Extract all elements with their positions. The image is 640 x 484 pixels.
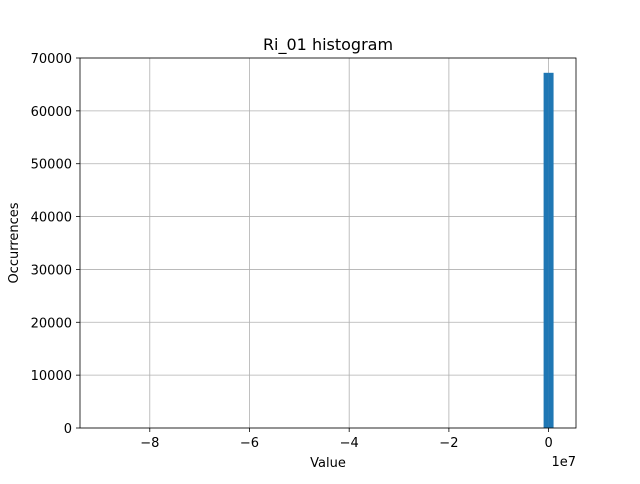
y-axis-ticks: 0 10000 20000 30000 40000 50000 60000 70000 (31, 52, 80, 437)
x-axis-label: Value (310, 456, 346, 471)
y-tick-label-2: 20000 (31, 316, 72, 331)
histogram-bar-1 (548, 72, 554, 429)
x-axis-ticks: −8 −6 −4 −2 0 (140, 428, 553, 451)
plot-frame (79, 57, 577, 429)
x-tick-label-1: −6 (240, 436, 259, 451)
histogram-bar-0 (543, 72, 549, 429)
x-tick-label-3: −2 (439, 436, 458, 451)
y-tick-label-3: 30000 (31, 263, 72, 278)
chart-title: Ri_01 histogram (263, 35, 393, 55)
grid-lines (80, 57, 576, 429)
x-axis-offset-label: 1e7 (551, 455, 576, 470)
y-tick-label-6: 60000 (31, 105, 72, 120)
y-tick-label-0: 0 (64, 422, 72, 437)
x-tick-label-2: −4 (340, 436, 359, 451)
y-tick-label-1: 10000 (31, 369, 72, 384)
y-tick-label-4: 40000 (31, 211, 72, 226)
y-tick-label-7: 70000 (31, 52, 72, 67)
histogram-bars (543, 72, 554, 429)
y-axis-label: Occurrences (7, 202, 22, 283)
x-tick-label-4: 0 (544, 436, 552, 451)
x-tick-label-0: −8 (140, 436, 159, 451)
y-tick-label-5: 50000 (31, 158, 72, 173)
